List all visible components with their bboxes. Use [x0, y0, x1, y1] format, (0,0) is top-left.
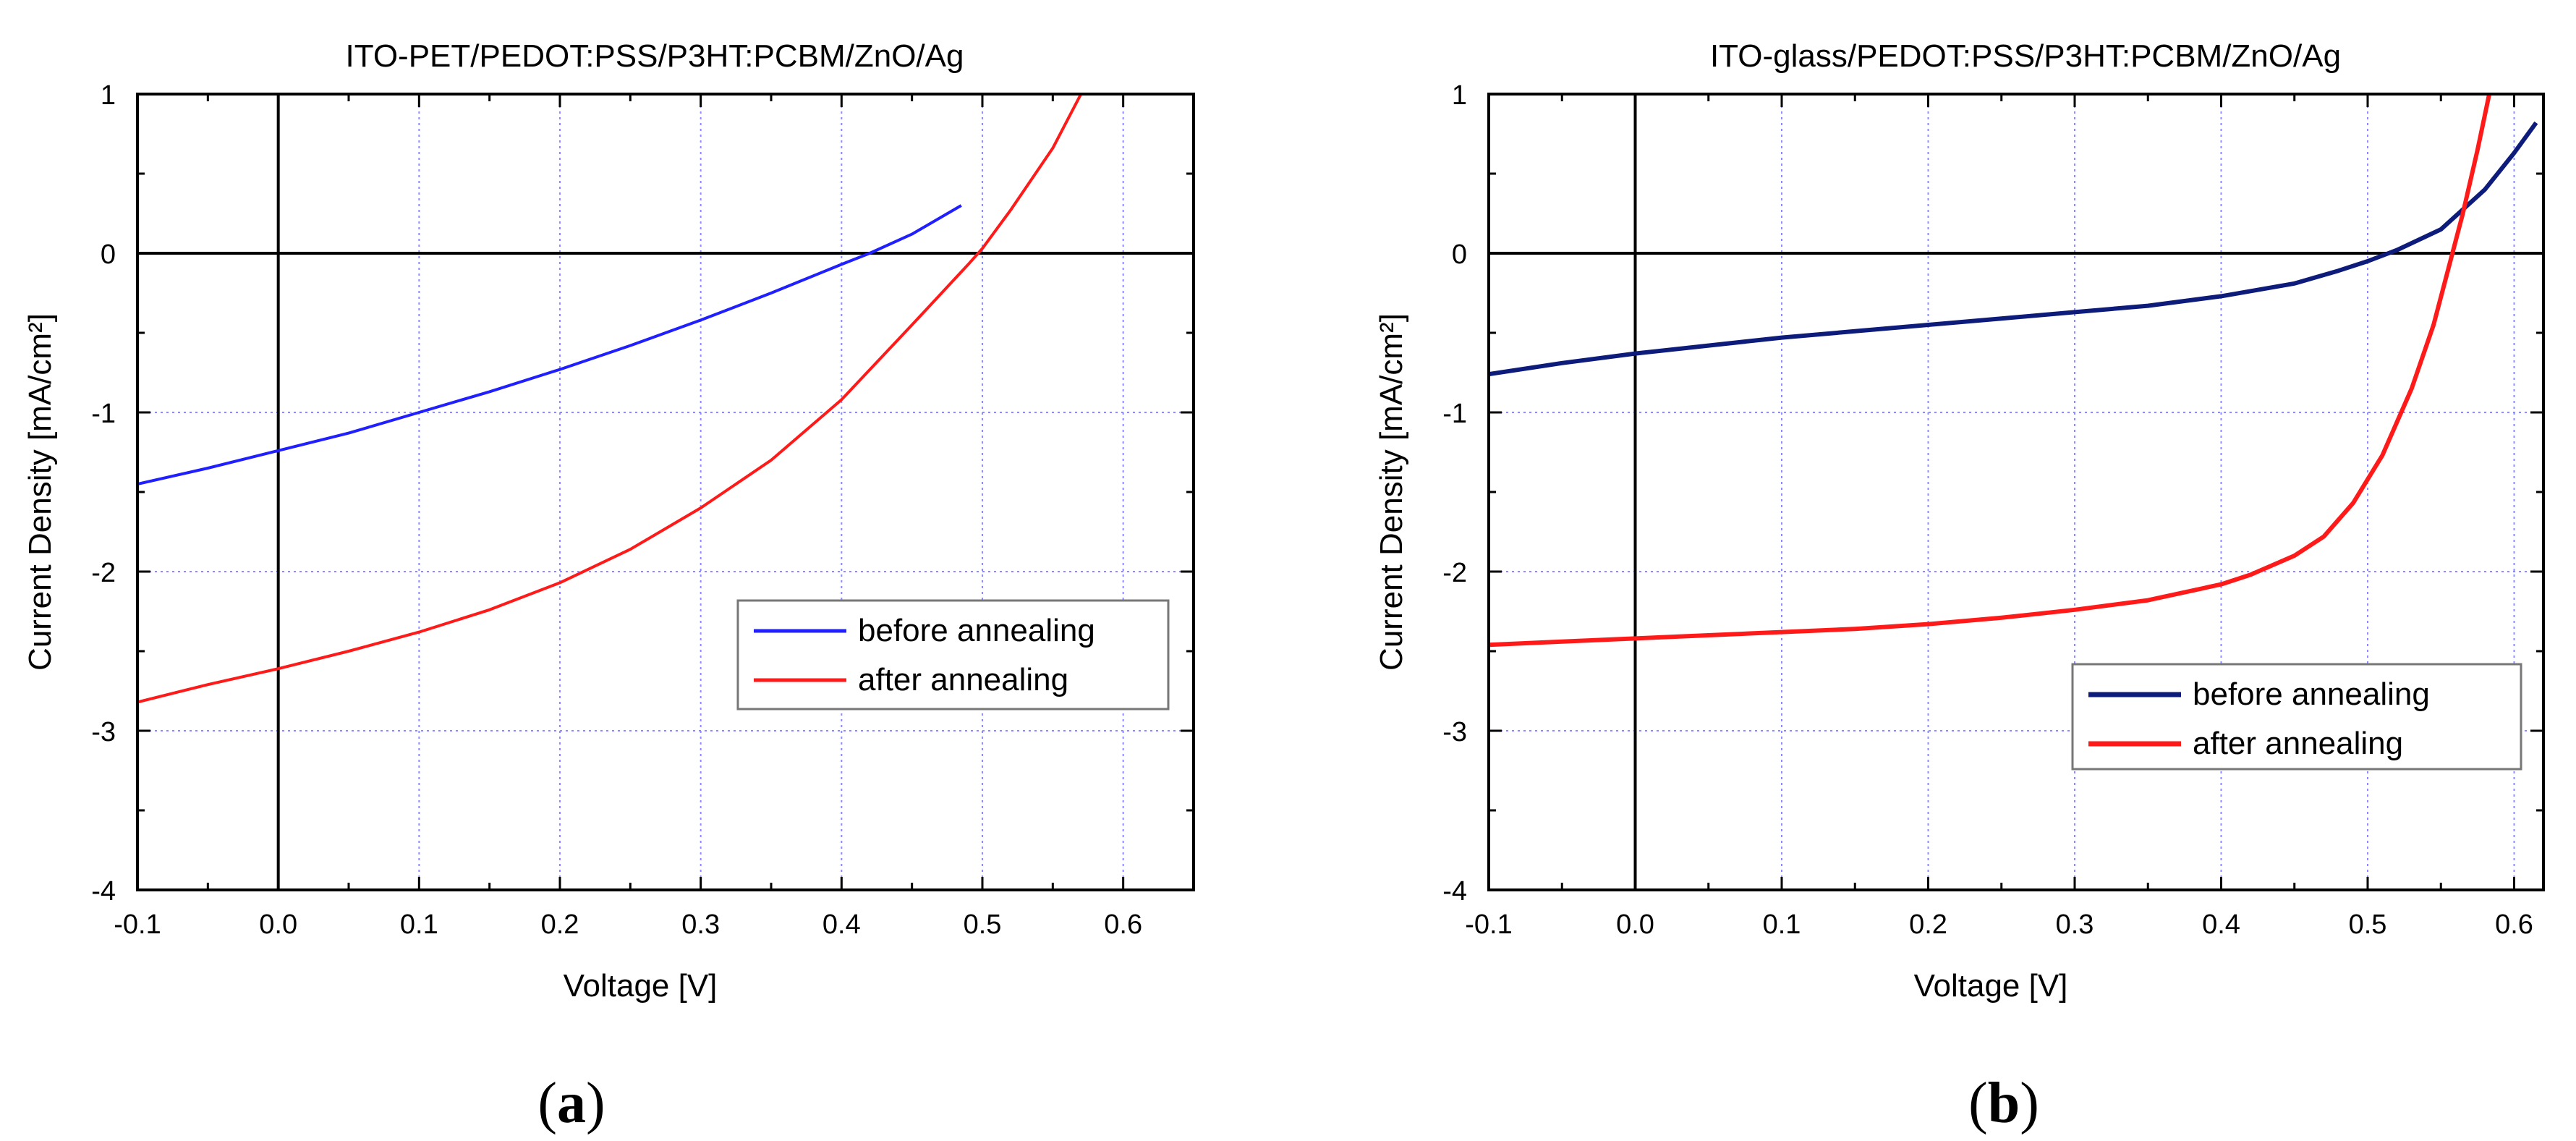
- chart-a-x-tick-label: 0.6: [1104, 909, 1142, 940]
- chart-a-x-tick-label: 0.5: [964, 909, 1002, 940]
- chart-a-y-tick-label: -2: [91, 558, 116, 588]
- chart-b-x-tick-label: 0.5: [2349, 909, 2387, 940]
- chart-b-x-tick-label: 0.0: [1616, 909, 1654, 940]
- chart-b-x-tick-label: 0.1: [1763, 909, 1801, 940]
- chart-b-x-tick-label: 0.4: [2202, 909, 2240, 940]
- chart-b-x-tick-label: -0.1: [1465, 909, 1512, 940]
- chart-a-frame: [136, 93, 1195, 891]
- chart-b-y-tick-label: 0: [1452, 239, 1467, 270]
- chart-a-legend-label-1: before annealing: [858, 613, 1095, 648]
- chart-a-y-tick-label: 1: [101, 80, 116, 111]
- chart-b-x-tick-label: 0.6: [2495, 909, 2533, 940]
- chart-b-series-line-2: [1489, 94, 2492, 648]
- chart-a-legend-label-2: after annealing: [858, 662, 1068, 697]
- chart-b-x-tick-label: 0.3: [2056, 909, 2094, 940]
- chart-b-legend-box: [2071, 663, 2522, 771]
- chart-a-y-tick-label: -3: [91, 717, 116, 747]
- chart-a-x-tick-label: 0.4: [822, 909, 861, 940]
- panel-a-caption: (a): [537, 1072, 605, 1135]
- chart-a-y-tick-label: 0: [101, 239, 116, 270]
- chart-b-legend-label-1: before annealing: [2193, 676, 2430, 712]
- chart-a-series-line-2: [137, 94, 1083, 704]
- chart-a-plot: -0.1 0.0 0.1 0.2 0.3 0.4 0.5 0.6 -4 -3 -2 -1 0 1 ITO-P…: [22, 38, 1195, 1004]
- chart-a-y-tick-label: -4: [91, 876, 116, 907]
- chart-b-plot: -0.1 0.0 0.1 0.2 0.3 0.4 0.5 0.6 -4 -3 -2 -1 0 1 ITO-g…: [1374, 38, 2545, 1004]
- chart-b-x-axis-label: Voltage [V]: [1914, 968, 2068, 1004]
- chart-a-x-tick-label: 0.1: [400, 909, 438, 940]
- chart-a-x-tick-label: -0.1: [114, 909, 161, 940]
- chart-b-frame: [1487, 93, 2545, 891]
- chart-a-legend-box: [736, 599, 1170, 711]
- chart-b-y-tick-label: -1: [1442, 399, 1467, 429]
- chart-b-x-tick-label: 0.2: [1909, 909, 1947, 940]
- panel-b-caption: (b): [1968, 1072, 2039, 1135]
- chart-b-y-tick-label: 1: [1452, 80, 1467, 111]
- chart-a-x-tick-label: 0.0: [259, 909, 297, 940]
- chart-b-title: ITO-glass/PEDOT:PSS/P3HT:PCBM/ZnO/Ag: [1710, 38, 2341, 74]
- chart-b-y-tick-label: -3: [1442, 717, 1467, 747]
- chart-a-title: ITO-PET/PEDOT:PSS/P3HT:PCBM/ZnO/Ag: [346, 38, 964, 74]
- chart-a-y-axis-label: Current Density [mA/cm²]: [22, 313, 58, 671]
- chart-b-legend-label-2: after annealing: [2193, 726, 2403, 761]
- chart-a-x-axis-label: Voltage [V]: [564, 968, 718, 1004]
- chart-a-x-tick-label: 0.2: [541, 909, 579, 940]
- panel-b-letter: b: [1987, 1072, 2020, 1135]
- chart-b-y-tick-label: -4: [1442, 876, 1467, 907]
- chart-a-x-tick-label: 0.3: [681, 909, 720, 940]
- panel-a-letter: a: [557, 1072, 586, 1135]
- chart-b-y-axis-label: Current Density [mA/cm²]: [1374, 313, 1409, 671]
- chart-b-series-line-1: [1489, 121, 2538, 377]
- chart-a-y-tick-label: -1: [91, 399, 116, 429]
- chart-b-y-tick-label: -2: [1442, 558, 1467, 588]
- chart-a-series-line-1: [137, 204, 962, 485]
